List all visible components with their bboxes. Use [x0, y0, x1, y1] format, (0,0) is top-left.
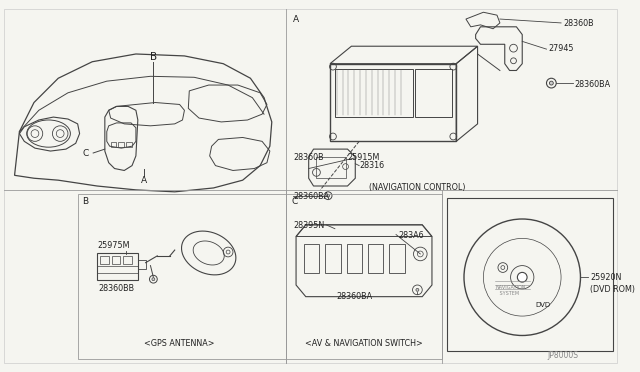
- Bar: [368, 244, 383, 273]
- Text: 28360BA: 28360BA: [336, 292, 372, 301]
- Text: 28360BA: 28360BA: [575, 80, 611, 89]
- Bar: [111, 142, 116, 147]
- Text: 28316: 28316: [359, 161, 384, 170]
- Circle shape: [549, 81, 554, 85]
- Text: B: B: [83, 197, 88, 206]
- Text: 27945: 27945: [548, 44, 574, 53]
- Bar: [111, 256, 120, 264]
- Bar: [415, 68, 452, 117]
- Bar: [316, 157, 346, 178]
- Text: <GPS ANTENNA>: <GPS ANTENNA>: [145, 339, 215, 348]
- Bar: [124, 256, 132, 264]
- Bar: [325, 244, 340, 273]
- Bar: [118, 142, 124, 147]
- Bar: [335, 68, 413, 117]
- Text: B: B: [150, 52, 157, 62]
- Bar: [126, 142, 132, 147]
- Bar: [304, 244, 319, 273]
- Text: A: A: [141, 176, 147, 185]
- Text: 28360BA: 28360BA: [293, 192, 329, 201]
- Bar: [286, 194, 442, 359]
- Text: NAVIGATION
   SYSTEM: NAVIGATION SYSTEM: [495, 285, 525, 296]
- Bar: [330, 64, 456, 141]
- Bar: [447, 198, 614, 351]
- Text: C: C: [83, 149, 89, 158]
- Circle shape: [326, 194, 330, 197]
- Circle shape: [152, 278, 155, 280]
- Bar: [97, 253, 138, 280]
- Text: 25915M: 25915M: [348, 153, 380, 162]
- Circle shape: [517, 272, 527, 282]
- Text: (DVD ROM): (DVD ROM): [590, 285, 635, 294]
- Circle shape: [416, 288, 419, 291]
- Text: 28360B: 28360B: [293, 153, 324, 162]
- Bar: [77, 194, 286, 359]
- Text: 25920N: 25920N: [590, 273, 621, 282]
- Text: 283A6: 283A6: [398, 231, 424, 240]
- Text: DVD: DVD: [536, 302, 551, 308]
- Text: <AV & NAVIGATION SWITCH>: <AV & NAVIGATION SWITCH>: [305, 339, 423, 348]
- Text: JP8000S: JP8000S: [548, 351, 579, 360]
- Text: (NAVIGATION CONTROL): (NAVIGATION CONTROL): [369, 183, 466, 192]
- Text: 25975M: 25975M: [97, 241, 129, 250]
- Text: C: C: [291, 197, 298, 206]
- Bar: [346, 244, 362, 273]
- Bar: [97, 266, 138, 273]
- Text: 28360B: 28360B: [563, 19, 594, 28]
- Bar: [138, 260, 146, 269]
- Text: 28360BB: 28360BB: [99, 284, 134, 293]
- Bar: [100, 256, 109, 264]
- Text: A: A: [293, 15, 300, 24]
- Text: 28395N: 28395N: [293, 221, 324, 230]
- Bar: [389, 244, 404, 273]
